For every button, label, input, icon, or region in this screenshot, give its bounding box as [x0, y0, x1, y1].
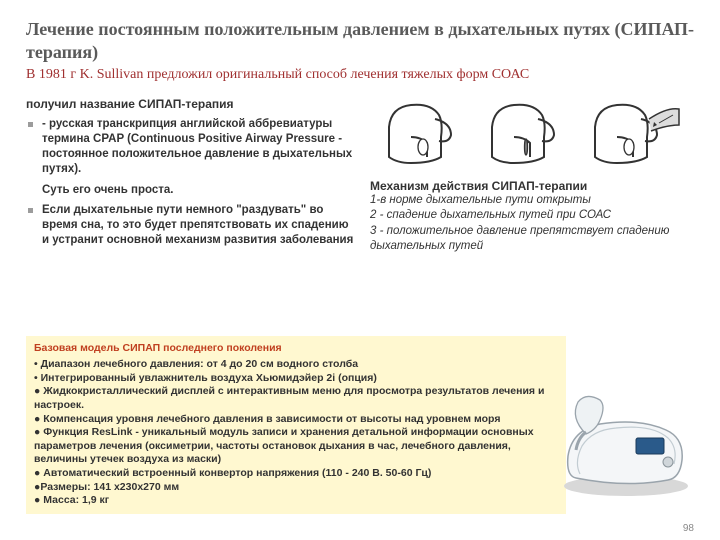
right-column: Механизм действия СИПАП-терапии 1-в норм…	[370, 97, 694, 255]
slide-title: Лечение постоянным положительным давлени…	[26, 18, 694, 65]
feature-item-1: • Диапазон лечебного давления: от 4 до 2…	[34, 358, 558, 372]
feature-item-6: ● Автоматический встроенный конвертор на…	[34, 467, 558, 481]
feature-item-2: • Интегрированный увлажнитель воздуха Хь…	[34, 372, 558, 386]
airway-diagram-1-icon	[381, 97, 461, 169]
airway-diagram-row	[370, 97, 694, 169]
feature-box: Базовая модель СИПАП последнего поколени…	[26, 336, 566, 514]
mechanism-title: Механизм действия СИПАП-терапии	[370, 179, 694, 193]
bullet-list: - русская транскрипция английской аббрев…	[26, 117, 356, 249]
columns: получил название СИПАП-терапия - русская…	[26, 97, 694, 255]
mechanism-lines: 1-в норме дыхательные пути открыты 2 - с…	[370, 193, 694, 255]
mechanism-line-2: 2 - спадение дыхательных путей при СОАС	[370, 208, 694, 224]
feature-item-4: ● Компенсация уровня лечебного давления …	[34, 413, 558, 427]
mechanism-line-3: 3 - положительное давление препятствует …	[370, 224, 694, 255]
bullet-2: Суть его очень проста.	[26, 183, 356, 198]
cpap-device-icon	[556, 390, 696, 500]
lead-text: получил название СИПАП-терапия	[26, 97, 356, 111]
page-number: 98	[683, 523, 694, 534]
bullet-3: Если дыхательные пути немного "раздувать…	[26, 203, 356, 248]
feature-item-8: ● Масса: 1,9 кг	[34, 494, 558, 508]
feature-item-5: ● Функция ResLink - уникальный модуль за…	[34, 426, 558, 467]
bullet-1: - русская транскрипция английской аббрев…	[26, 117, 356, 177]
slide-subtitle: В 1981 г K. Sullivan предложил оригиналь…	[26, 67, 694, 83]
left-column: получил название СИПАП-терапия - русская…	[26, 97, 356, 255]
airway-diagram-2-icon	[484, 97, 564, 169]
slide: Лечение постоянным положительным давлени…	[0, 0, 720, 540]
feature-item-7: ●Размеры: 141 х230х270 мм	[34, 481, 558, 495]
feature-box-title: Базовая модель СИПАП последнего поколени…	[34, 342, 558, 356]
airway-diagram-3-icon	[587, 97, 683, 169]
feature-item-3: ● Жидкокристаллический дисплей с интерак…	[34, 385, 558, 412]
mechanism-line-1: 1-в норме дыхательные пути открыты	[370, 193, 694, 209]
